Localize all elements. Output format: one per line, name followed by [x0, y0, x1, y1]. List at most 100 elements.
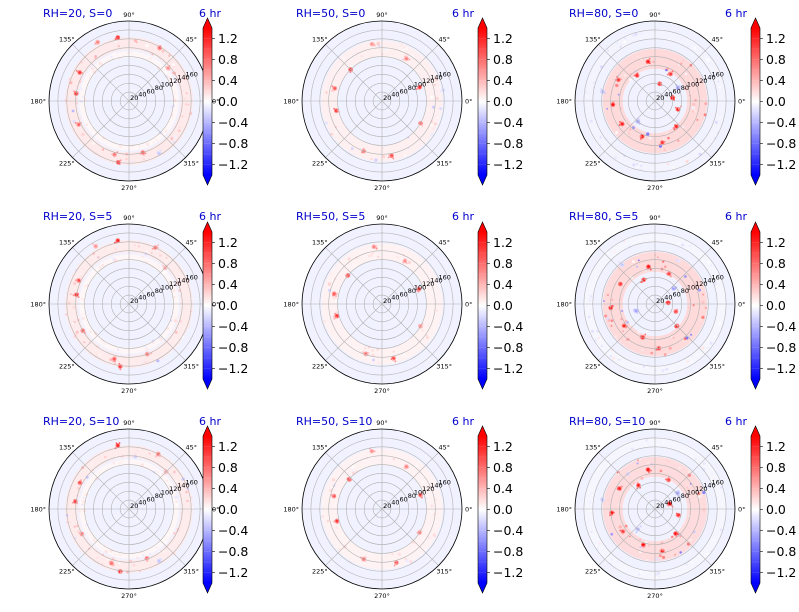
- heatmap-speckle: [81, 297, 84, 301]
- angle-tick-label: 90°: [123, 419, 135, 427]
- angular-gridline: [128, 247, 186, 305]
- heatmap-speckle: [644, 269, 648, 273]
- angle-tick-label: 180°: [30, 301, 46, 309]
- angle-tick-label: 90°: [123, 11, 135, 19]
- heatmap-speckle: [710, 264, 713, 267]
- heatmap-speckle: [667, 136, 670, 140]
- heatmap-speckle: [622, 528, 625, 531]
- heatmap-speckle: [642, 555, 645, 558]
- heatmap-speckle: [101, 148, 105, 151]
- heatmap-hotspot: [617, 78, 620, 82]
- heatmap-speckle: [402, 353, 406, 357]
- heatmap-speckle: [655, 348, 658, 351]
- panel-title-left: RH=80, S=0: [569, 7, 638, 20]
- heatmap-speckle: [674, 326, 677, 329]
- heatmap-speckle: [350, 479, 353, 481]
- heatmap-speckle: [631, 140, 633, 143]
- heatmap-speckle: [663, 148, 667, 151]
- heatmap-speckle: [693, 46, 697, 50]
- heatmap-hotspot: [166, 66, 170, 70]
- heatmap-speckle: [604, 314, 608, 318]
- heatmap-speckle: [675, 258, 679, 262]
- heatmap-speckle: [640, 477, 644, 480]
- heatmap-speckle: [181, 115, 184, 118]
- heatmap-speckle: [395, 560, 398, 563]
- colorbar-tick-label: 0.4: [218, 481, 238, 496]
- colorbar-tick-label: −0.4: [766, 523, 796, 538]
- heatmap-speckle: [92, 141, 96, 145]
- heatmap-speckle: [646, 266, 649, 269]
- colorbar-tick-label: 0.8: [493, 256, 513, 271]
- heatmap-speckle: [666, 460, 670, 463]
- colorbar-tick-label: 0.0: [493, 94, 513, 109]
- heatmap-speckle: [81, 317, 85, 320]
- heatmap-speckle: [345, 274, 347, 277]
- heatmap-hotspot: [611, 103, 615, 107]
- radial-tick-label: 100: [161, 80, 173, 88]
- angle-tick-label: 135°: [312, 443, 328, 451]
- heatmap-speckle: [678, 466, 681, 470]
- panel-title-left: RH=50, S=10: [296, 415, 372, 428]
- heatmap-speckle: [99, 353, 102, 356]
- heatmap-speckle: [439, 107, 443, 111]
- heatmap-speckle: [103, 455, 107, 459]
- angle-tick-label: 270°: [374, 184, 390, 192]
- angle-tick-label: 180°: [556, 506, 572, 514]
- heatmap-speckle: [636, 254, 639, 257]
- colorbar-tick-label: 0.4: [218, 73, 238, 88]
- heatmap-speckle: [641, 545, 643, 548]
- heatmap-speckle: [714, 120, 718, 124]
- heatmap-speckle: [161, 264, 164, 267]
- heatmap-speckle: [424, 330, 427, 334]
- angle-tick-label: 180°: [30, 98, 46, 106]
- colorbar-body: [478, 28, 487, 175]
- heatmap-speckle: [421, 137, 425, 141]
- angle-tick-label: 315°: [183, 363, 199, 371]
- heatmap-speckle: [142, 154, 145, 156]
- heatmap-speckle: [661, 549, 664, 551]
- heatmap-speckle: [114, 355, 117, 358]
- panel-title-left: RH=50, S=5: [296, 210, 365, 223]
- heatmap-speckle: [424, 524, 428, 528]
- heatmap-speckle: [592, 81, 595, 84]
- heatmap-speckle: [671, 70, 674, 73]
- heatmap-speckle: [339, 277, 343, 281]
- colorbar-tick-label: 1.2: [218, 31, 238, 46]
- heatmap-speckle: [687, 473, 691, 477]
- heatmap-speckle: [674, 106, 677, 109]
- heatmap-speckle: [159, 544, 162, 547]
- heatmap-speckle: [84, 285, 86, 287]
- heatmap-speckle: [612, 101, 615, 103]
- heatmap-speckle: [695, 93, 698, 95]
- heatmap-speckle: [361, 151, 363, 154]
- heatmap-speckle: [369, 553, 372, 556]
- polar-frame: [574, 223, 736, 385]
- heatmap-speckle: [607, 49, 610, 52]
- heatmap-speckle: [72, 294, 75, 296]
- heatmap-hotspot: [333, 86, 337, 90]
- angle-tick-label: 270°: [647, 592, 663, 600]
- heatmap-speckle: [187, 280, 190, 283]
- heatmap-speckle: [616, 488, 619, 490]
- heatmap-speckle: [595, 278, 597, 281]
- heatmap-speckle: [156, 246, 159, 249]
- colorbar-tick-label: −0.4: [218, 115, 248, 130]
- heatmap-speckle: [335, 526, 338, 529]
- angle-tick-label: 90°: [649, 11, 661, 19]
- angle-tick-label: 315°: [709, 160, 725, 168]
- heatmap-hotspot: [405, 465, 408, 469]
- heatmap-speckle: [590, 530, 593, 533]
- heatmap-speckle: [406, 61, 409, 64]
- angular-gridline: [381, 44, 439, 102]
- heatmap-speckle: [702, 462, 706, 465]
- heatmap-speckle: [603, 497, 606, 500]
- heatmap-speckle: [165, 479, 168, 483]
- heatmap-speckle: [73, 498, 76, 501]
- heatmap-hotspot: [419, 493, 422, 497]
- heatmap-speckle: [617, 296, 620, 300]
- heatmap-speckle: [648, 62, 651, 65]
- heatmap-speckle: [594, 339, 597, 342]
- heatmap-speckle: [177, 268, 180, 270]
- heatmap-speckle: [673, 309, 676, 312]
- radial-tick-label: 20: [656, 297, 664, 305]
